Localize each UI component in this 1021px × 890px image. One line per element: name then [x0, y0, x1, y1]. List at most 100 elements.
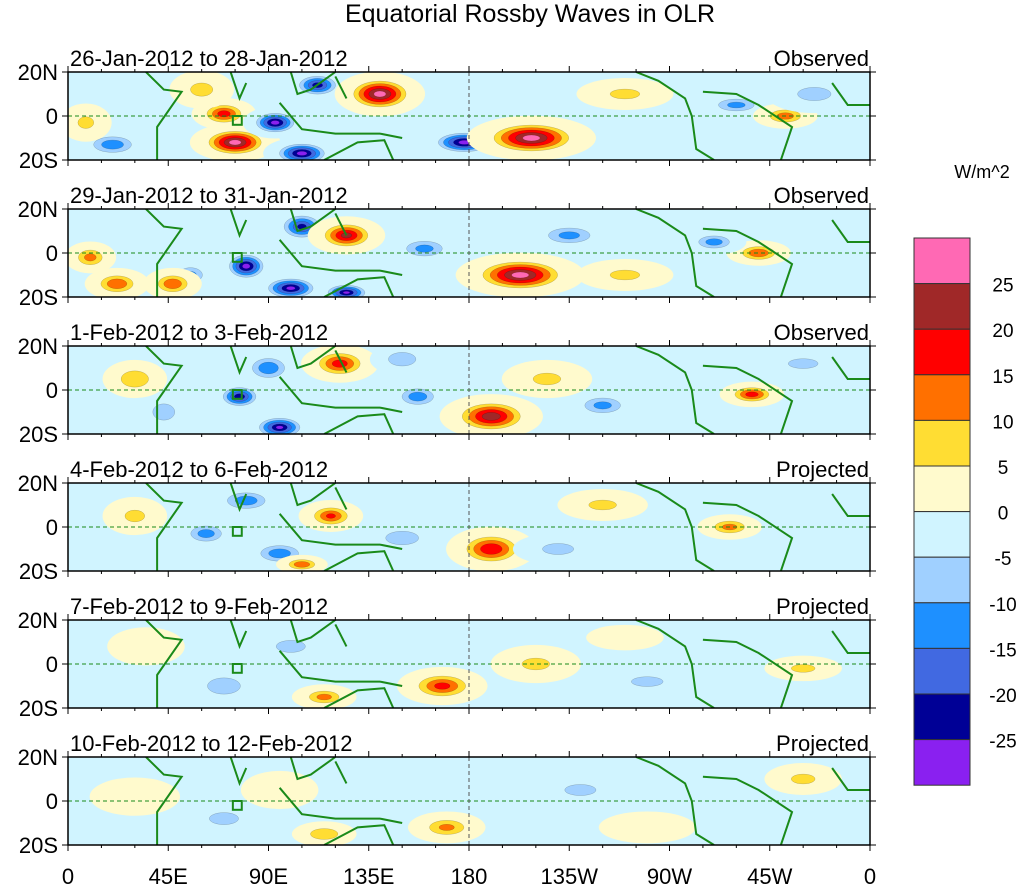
negative-anomaly-contour: [705, 238, 723, 246]
indonesia-coast: [278, 513, 403, 550]
west-africa-coast: [831, 767, 870, 791]
west-africa-coast: [831, 356, 870, 380]
positive-anomaly-contour: [293, 561, 311, 568]
chart-title: Equatorial Rossby Waves in OLR: [345, 0, 715, 28]
y-tick-label: 20N: [18, 197, 58, 222]
panel-status-label: Projected: [776, 457, 869, 482]
philippines-coast: [334, 349, 348, 373]
y-tick-label: 20S: [19, 422, 58, 447]
negative-anomaly-contour: [564, 784, 597, 796]
x-tick-label: 45W: [747, 864, 792, 889]
colorbar-swatch: [913, 237, 971, 285]
africa-coast: [145, 483, 184, 571]
y-tick-label: 0: [46, 378, 58, 403]
australia-coast: [323, 139, 395, 160]
africa-coast: [145, 209, 184, 297]
negative-anomaly-contour: [275, 640, 306, 653]
x-tick-label: 0: [864, 864, 876, 889]
australia-coast: [323, 687, 395, 708]
positive-anomaly-contour: [106, 278, 128, 289]
south-america-coast: [702, 775, 794, 845]
se-asia-coast: [289, 209, 336, 233]
positive-anomaly-contour: [107, 627, 185, 666]
indonesia-coast: [278, 239, 403, 276]
map-panel: 20N 0 20S 26-Jan-2012 to 28-Jan-2012 Observe…: [18, 46, 876, 173]
negative-anomaly-contour: [258, 361, 279, 375]
colorbar-level-label: 20: [992, 321, 1013, 342]
south-america-coast: [702, 227, 794, 297]
map-panel: 20N 0 20S 4-Feb-2012 to 6-Feb-2012 Projected: [18, 457, 876, 584]
americas-west-coast: [635, 346, 715, 434]
y-tick-label: 20N: [18, 745, 58, 770]
colorbar-level-label: 0: [998, 504, 1009, 525]
colorbar-swatch: [913, 328, 971, 376]
panel-status-label: Projected: [776, 731, 869, 756]
indonesia-coast: [278, 102, 403, 139]
panel-period-label: 7-Feb-2012 to 9-Feb-2012: [70, 594, 328, 619]
panel-status-label: Observed: [774, 320, 869, 345]
positive-anomaly-contour: [240, 770, 319, 810]
philippines-coast: [334, 212, 348, 236]
x-axis: 0 45E 90E 135E 180 135W 90W 45W 0: [62, 864, 876, 889]
positive-anomaly-contour: [791, 773, 816, 785]
positive-anomaly-contour: [373, 90, 387, 98]
positive-anomaly-contour: [190, 82, 214, 97]
negative-anomaly-contour: [286, 286, 296, 291]
australia-coast: [323, 824, 395, 845]
se-asia-coast: [289, 620, 336, 644]
india-coast: [229, 209, 248, 239]
y-tick-label: 0: [46, 652, 58, 677]
coastlines: [145, 620, 870, 708]
panel-period-label: 4-Feb-2012 to 6-Feb-2012: [70, 457, 328, 482]
y-tick-label: 20S: [19, 833, 58, 858]
colorbar-swatch: [913, 465, 971, 513]
positive-anomaly-contour: [84, 253, 97, 262]
negative-anomaly-contour: [101, 139, 124, 150]
x-tick-label: 135E: [343, 864, 394, 889]
positive-anomaly-contour: [748, 248, 769, 258]
positive-anomaly-contour: [438, 824, 455, 831]
panel-period-label: 26-Jan-2012 to 28-Jan-2012: [70, 46, 348, 71]
americas-west-coast: [635, 620, 715, 708]
americas-west-coast: [635, 209, 715, 297]
colorbar-swatch: [913, 602, 971, 649]
positive-anomaly-contour: [120, 370, 149, 388]
negative-anomaly-contour: [388, 352, 417, 367]
negative-anomaly-contour: [385, 530, 419, 546]
y-tick-label: 20N: [18, 60, 58, 85]
coastlines: [145, 483, 870, 571]
y-tick-label: 0: [46, 515, 58, 540]
map-panel: 20N 0 20S 29-Jan-2012 to 31-Jan-2012 Observe…: [18, 183, 876, 310]
positive-anomaly-contour: [316, 693, 332, 701]
x-tick-label: 0: [62, 864, 74, 889]
west-africa-coast: [831, 493, 870, 517]
y-tick-label: 20S: [19, 148, 58, 173]
x-tick-label: 90E: [249, 864, 288, 889]
australia-coast: [323, 413, 395, 434]
anomaly-field: [68, 346, 870, 434]
india-coast: [229, 346, 248, 376]
philippines-coast: [334, 486, 348, 510]
negative-anomaly-contour: [727, 101, 746, 109]
americas-west-coast: [635, 72, 715, 160]
africa-coast: [145, 72, 184, 160]
positive-anomaly-contour: [434, 682, 451, 690]
negative-anomaly-contour: [268, 548, 291, 559]
colorbar-level-label: -20: [989, 686, 1016, 707]
africa-coast: [145, 757, 184, 845]
negative-anomaly-contour: [270, 120, 280, 125]
y-tick-label: 20N: [18, 334, 58, 359]
positive-anomaly-contour: [609, 88, 641, 100]
positive-anomaly-contour: [228, 139, 242, 146]
positive-anomaly-contour: [310, 828, 339, 840]
y-tick-label: 0: [46, 241, 58, 266]
south-america-coast: [702, 90, 794, 160]
positive-anomaly-contour: [532, 372, 562, 386]
philippines-coast: [334, 623, 348, 647]
colorbar-level-label: -10: [989, 595, 1016, 616]
india-coast: [229, 72, 248, 102]
negative-anomaly-contour: [296, 151, 308, 156]
positive-anomaly-contour: [480, 543, 503, 555]
colorbar-level-label: -15: [989, 640, 1016, 661]
